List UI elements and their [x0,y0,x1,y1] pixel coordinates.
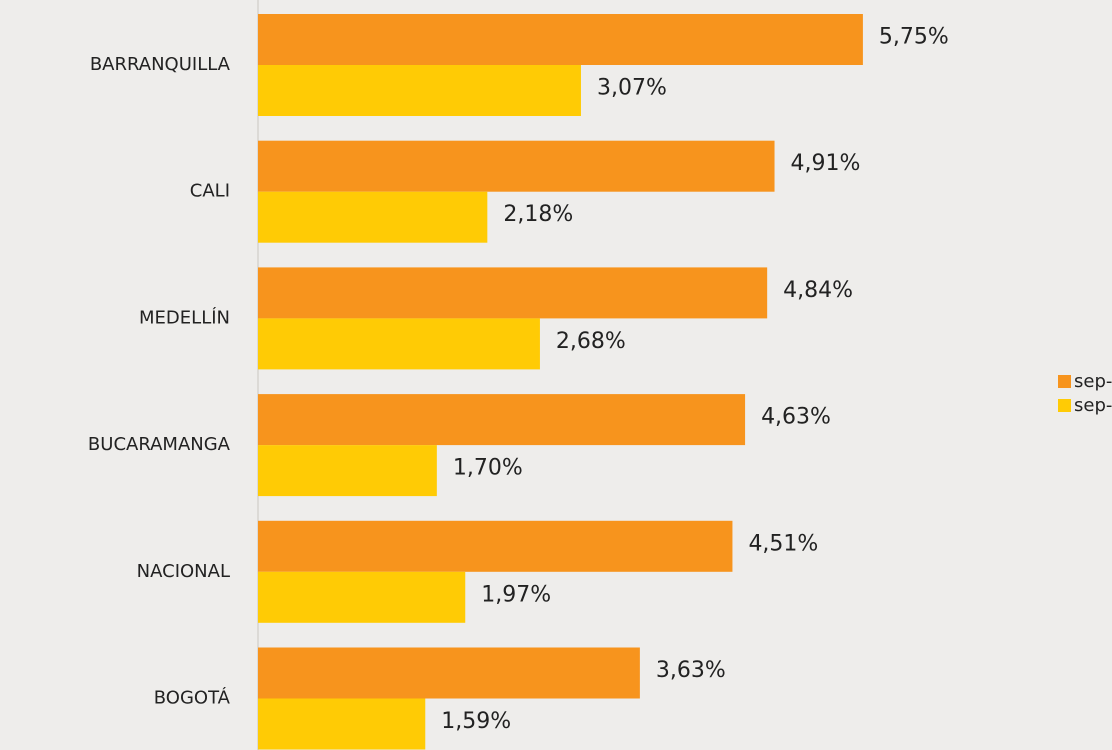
legend-swatch [1058,375,1071,388]
value-label: 4,63% [761,405,831,430]
value-label: 5,75% [879,25,949,50]
category-label: BOGOTÁ [154,687,231,709]
legend-label: sep-21 [1074,371,1112,392]
category-label: BARRANQUILLA [90,54,231,75]
bar [258,648,640,699]
bar [258,141,775,192]
value-label: 1,59% [441,709,511,734]
value-label: 1,70% [453,456,523,481]
value-label: 1,97% [481,582,551,607]
bar [258,318,540,369]
bar [258,14,863,65]
legend-swatch [1058,399,1071,412]
value-label: 2,18% [503,202,573,227]
value-label: 2,68% [556,329,626,354]
bar [258,521,732,572]
bar [258,394,745,445]
bar [258,192,487,243]
bar [258,65,581,116]
legend-label: sep-20 [1074,395,1112,416]
page: BARRANQUILLA 5,75% 3,07% CALI 4,91% 2,18% MEDE… [0,0,1112,750]
value-label: 4,51% [748,531,818,556]
category-label: BUCARAMANGA [88,434,231,455]
category-label: MEDELLÍN [139,306,230,328]
bar [258,699,425,750]
bar [258,572,465,623]
value-label: 3,07% [597,76,667,101]
value-label: 4,84% [783,278,853,303]
bar [258,445,437,496]
bar [258,267,767,318]
value-label: 4,91% [791,151,861,176]
chart: BARRANQUILLA 5,75% 3,07% CALI 4,91% 2,18% MEDE… [0,0,1112,750]
category-label: NACIONAL [137,561,230,582]
value-label: 3,63% [656,658,726,683]
category-label: CALI [190,181,230,202]
